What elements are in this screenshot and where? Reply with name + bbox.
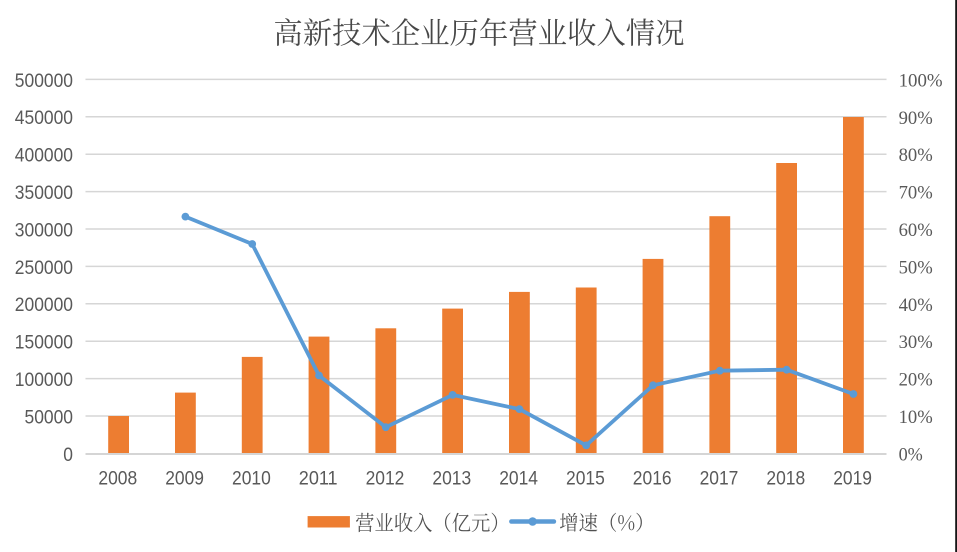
svg-text:30%: 30% [899,332,933,353]
svg-text:2015: 2015 [566,469,605,490]
svg-text:2018: 2018 [766,469,805,490]
svg-text:70%: 70% [899,183,933,204]
svg-text:80%: 80% [899,145,933,166]
svg-text:100%: 100% [899,70,943,91]
svg-text:400000: 400000 [15,146,73,167]
svg-text:350000: 350000 [15,183,73,204]
svg-text:60%: 60% [899,220,933,241]
svg-text:90%: 90% [899,108,933,129]
svg-text:40%: 40% [899,295,933,316]
svg-text:250000: 250000 [15,258,73,279]
svg-text:2009: 2009 [165,469,204,490]
svg-text:500000: 500000 [15,71,73,92]
svg-text:2014: 2014 [499,469,538,490]
svg-text:450000: 450000 [15,108,73,129]
svg-text:300000: 300000 [15,220,73,241]
svg-text:2011: 2011 [299,469,338,490]
svg-text:2012: 2012 [366,469,405,490]
svg-text:50%: 50% [899,257,933,278]
svg-text:2019: 2019 [833,469,872,490]
svg-text:20%: 20% [899,370,933,391]
svg-text:100000: 100000 [15,370,73,391]
svg-text:10%: 10% [899,407,933,428]
svg-text:2017: 2017 [700,469,739,490]
svg-text:50000: 50000 [25,407,74,428]
svg-text:200000: 200000 [15,295,73,316]
svg-text:0: 0 [63,445,73,466]
svg-text:2013: 2013 [432,469,471,490]
svg-text:2016: 2016 [633,469,672,490]
svg-text:150000: 150000 [15,333,73,354]
svg-text:2010: 2010 [232,469,271,490]
svg-text:2008: 2008 [98,469,137,490]
svg-text:0%: 0% [899,444,923,465]
